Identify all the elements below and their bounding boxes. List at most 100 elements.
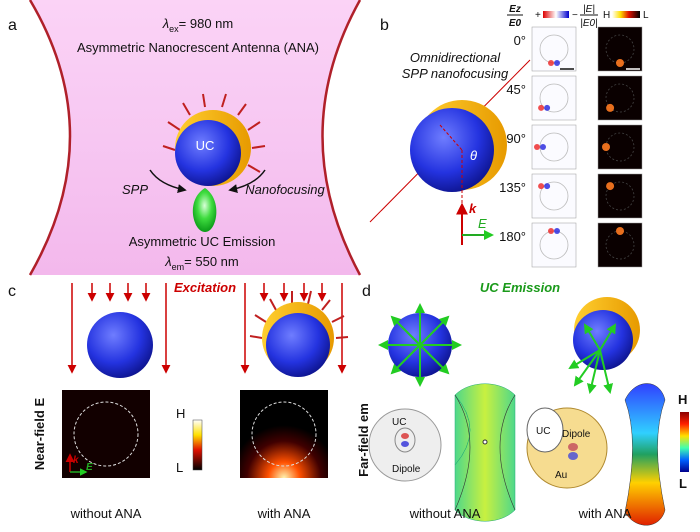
hotspot — [544, 104, 551, 111]
e-label: E — [86, 462, 93, 473]
high: H — [176, 406, 185, 421]
abs-header: |E0| — [580, 18, 597, 29]
angle-label: 45° — [506, 82, 526, 97]
hotspot — [606, 182, 615, 191]
emission-arrow — [573, 349, 601, 387]
ez-map — [531, 222, 577, 268]
emission-arrow — [390, 344, 421, 375]
inset-uc: UC — [392, 417, 406, 428]
nanofocusing-label: Nanofocusing — [245, 182, 325, 197]
inset-uc: UC — [536, 426, 550, 437]
abs-map — [597, 75, 643, 121]
e-label: E — [478, 216, 487, 231]
ana-spikes — [162, 93, 266, 173]
hotspot — [538, 104, 545, 111]
spp-label: SPP — [122, 182, 148, 197]
outline — [539, 83, 569, 113]
emission-arrow — [419, 344, 450, 375]
arrow — [228, 169, 266, 193]
hotspot — [606, 103, 615, 112]
outline — [251, 401, 317, 467]
outline — [539, 181, 569, 211]
ana-spikes — [249, 290, 349, 339]
uc-particle — [266, 313, 330, 377]
hotspot — [544, 183, 551, 190]
panel-label: c — [8, 283, 16, 300]
emission-arrow — [390, 315, 421, 346]
abs-map — [597, 173, 643, 219]
caption: without ANA — [409, 506, 481, 521]
caption: without ANA — [70, 506, 142, 521]
hotspot — [616, 59, 624, 67]
hotspot — [554, 228, 560, 234]
dipole — [568, 443, 578, 451]
panel-a: a λex= 980 nm Asymmetric Nanocrescent An… — [8, 0, 362, 276]
ez-header: Ez — [509, 4, 521, 15]
panel-b: b Omnidirectional SPP nanofocusing θ k E… — [369, 4, 649, 268]
dipole — [401, 433, 409, 439]
panel-label: d — [362, 283, 371, 300]
panel-c: c Excitation Near-field E k E H L withou… — [8, 280, 349, 521]
angle-label: 135° — [499, 180, 526, 195]
hotspot — [616, 227, 624, 235]
outline — [605, 132, 635, 162]
outline — [605, 83, 635, 113]
ez-map — [531, 75, 577, 121]
ez-header: E0 — [509, 18, 522, 29]
emission-arrow — [586, 349, 601, 394]
colorbar — [680, 412, 689, 472]
near-field-map — [240, 390, 328, 478]
inset-au: Au — [555, 470, 567, 481]
high: H — [603, 10, 610, 21]
far-field-pattern — [624, 383, 666, 526]
excitation-label: λex= 980 nm — [162, 16, 234, 34]
low: L — [176, 460, 183, 475]
beam-edge — [321, 0, 362, 276]
abs-header: |E| — [583, 4, 595, 15]
center — [482, 439, 488, 445]
emission-arrow — [583, 323, 601, 351]
emission-arrow — [599, 349, 614, 394]
minus: − — [572, 10, 578, 21]
colorbar — [543, 11, 569, 18]
emission-wavelength: λem= 550 nm — [164, 254, 239, 272]
panel-d: d UC Emission UC Dipole UC Dipole Au H L… — [356, 280, 689, 526]
emission-title: UC Emission — [480, 280, 560, 295]
k-label: k — [73, 455, 79, 466]
inset-dipole: Dipole — [562, 429, 591, 440]
hotspot — [548, 228, 554, 234]
hotspot — [534, 144, 540, 150]
outline — [73, 401, 139, 467]
dipole — [568, 452, 578, 460]
emission-arrow — [419, 315, 450, 346]
low: L — [679, 476, 687, 491]
high: H — [678, 392, 687, 407]
uc-core — [526, 407, 564, 453]
near-field-map — [62, 390, 150, 478]
arrow — [149, 169, 187, 193]
ana-title: Asymmetric Nanocrescent Antenna (ANA) — [77, 40, 319, 55]
outline — [605, 181, 635, 211]
dipole — [401, 441, 409, 447]
angle-label: 180° — [499, 229, 526, 244]
hotspot — [554, 60, 560, 66]
panel-label: b — [380, 17, 389, 34]
theta: θ — [470, 148, 477, 163]
caption: SPP nanofocusing — [402, 66, 509, 81]
hotspot — [602, 143, 610, 151]
far-field-pattern — [454, 383, 516, 522]
emission-lobe — [192, 188, 217, 232]
emission-title: Asymmetric UC Emission — [129, 234, 276, 249]
excitation-title: Excitation — [174, 280, 236, 295]
dipole-field — [394, 427, 416, 453]
angle-label: 0° — [514, 33, 526, 48]
uc-particle — [410, 108, 494, 192]
hotspot — [540, 144, 546, 150]
emission-arrow — [568, 349, 601, 370]
row-label: Near-field E — [32, 398, 47, 471]
uc-particle — [175, 120, 241, 186]
k-label: k — [469, 201, 477, 216]
axis-line — [439, 124, 463, 151]
angle-label: 90° — [506, 131, 526, 146]
